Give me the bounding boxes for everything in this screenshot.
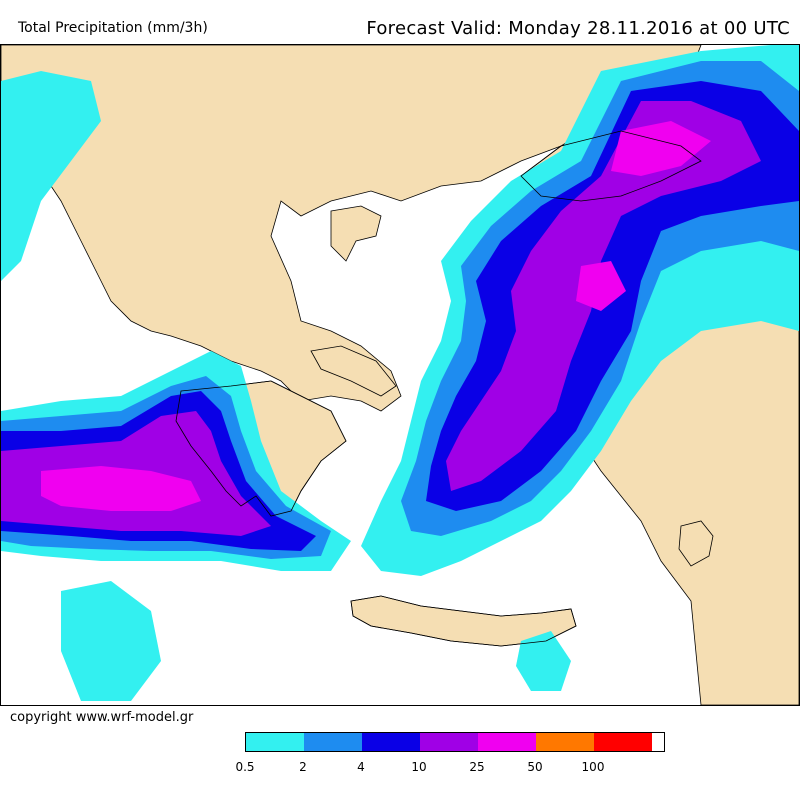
precip-legend: 0.5 2 4 10 25 50 100 <box>235 732 665 780</box>
legend-label: 100 <box>581 760 605 774</box>
forecast-valid-label: Forecast Valid: Monday 28.11.2016 at 00 … <box>366 18 790 39</box>
legend-label: 50 <box>527 760 543 774</box>
legend-swatch <box>246 733 304 751</box>
legend-labels: 0.5 2 4 10 25 50 100 <box>235 760 665 780</box>
legend-swatch <box>594 733 652 751</box>
coastline-overlay <box>175 130 702 647</box>
legend-swatch <box>420 733 478 751</box>
map-header-title: Total Precipitation (mm/3h) <box>18 20 208 36</box>
legend-swatch <box>304 733 362 751</box>
legend-label: 10 <box>411 760 427 774</box>
legend-swatch <box>536 733 594 751</box>
legend-label: 2 <box>299 760 307 774</box>
legend-label: 25 <box>469 760 485 774</box>
legend-label: 0.5 <box>235 760 255 774</box>
precip-layer <box>1 45 799 701</box>
legend-label: 4 <box>357 760 365 774</box>
legend-swatch <box>362 733 420 751</box>
precipitation-map <box>0 44 800 706</box>
legend-color-bar <box>245 732 665 752</box>
legend-swatch <box>478 733 536 751</box>
copyright-text: copyright www.wrf-model.gr <box>10 710 194 725</box>
